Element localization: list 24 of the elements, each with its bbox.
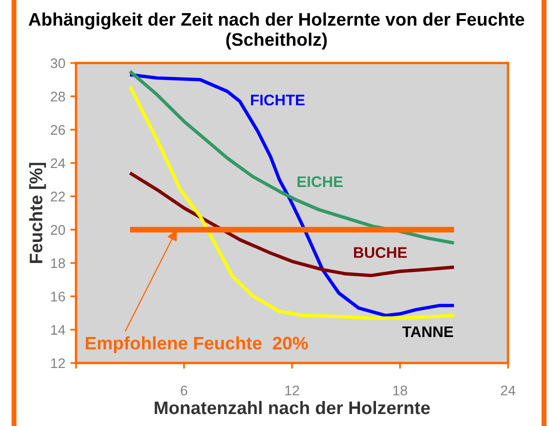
x-tick-label: 6 bbox=[180, 386, 188, 396]
y-axis-title: Feuchte [%] bbox=[29, 162, 46, 263]
y-tick-label: 28 bbox=[50, 92, 65, 102]
y-tick-label: 26 bbox=[50, 125, 65, 135]
y-tick-label: 12 bbox=[51, 358, 65, 368]
line-series bbox=[128, 171, 456, 278]
annotation: Empfohlene Feuchte 20% bbox=[86, 336, 308, 354]
y-tick-label: 16 bbox=[51, 292, 65, 302]
y-tick-label: 20 bbox=[50, 225, 66, 235]
y-tick-label: 22 bbox=[50, 192, 65, 202]
x-tick-label: 12 bbox=[285, 386, 300, 396]
chart-title: Abhängigkeit der Zeit nach der Holzernte von der Feuchte (Scheitholz) bbox=[28, 12, 524, 50]
x-tick-label: 24 bbox=[500, 386, 516, 396]
x-axis-title: Monatenzahl nach der Holzernte bbox=[154, 400, 430, 414]
series-label: BUCHE bbox=[354, 247, 407, 258]
x-tick-label: 18 bbox=[393, 386, 408, 396]
y-tick-label: 14 bbox=[51, 325, 66, 335]
line-series bbox=[128, 70, 456, 245]
series-label: FICHTE bbox=[251, 94, 305, 106]
y-tick-label: 18 bbox=[51, 258, 65, 268]
series-label: TANNE bbox=[402, 326, 454, 337]
series-label: EICHE bbox=[298, 176, 343, 188]
y-tick-label: 24 bbox=[50, 158, 66, 168]
y-tick-label: 30 bbox=[50, 58, 66, 68]
